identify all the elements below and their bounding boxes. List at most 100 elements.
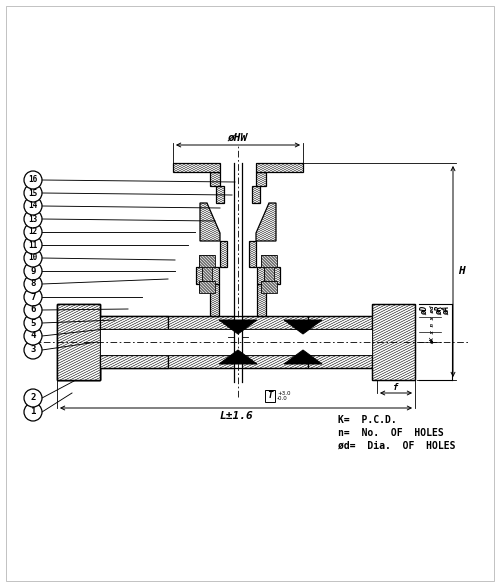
- Polygon shape: [196, 267, 219, 284]
- Polygon shape: [199, 281, 215, 293]
- Text: L±1.6: L±1.6: [219, 411, 253, 421]
- Polygon shape: [308, 355, 372, 368]
- Polygon shape: [256, 203, 276, 241]
- Polygon shape: [308, 316, 372, 329]
- Circle shape: [24, 210, 42, 228]
- Polygon shape: [256, 203, 276, 241]
- Text: f: f: [394, 383, 398, 392]
- Polygon shape: [210, 284, 219, 316]
- Circle shape: [24, 288, 42, 306]
- Text: 1: 1: [30, 407, 36, 417]
- Polygon shape: [256, 172, 266, 186]
- Polygon shape: [168, 316, 308, 329]
- Polygon shape: [100, 316, 168, 329]
- Text: K=  P.C.D.: K= P.C.D.: [338, 415, 397, 425]
- Circle shape: [24, 327, 42, 345]
- Polygon shape: [57, 355, 168, 380]
- Text: 9: 9: [30, 266, 36, 275]
- Text: øA: øA: [442, 306, 450, 315]
- Text: 15: 15: [28, 188, 38, 197]
- Text: øHW: øHW: [228, 133, 248, 143]
- Polygon shape: [196, 267, 219, 284]
- Polygon shape: [257, 267, 280, 284]
- Text: 10: 10: [28, 254, 38, 262]
- Text: øK x n x ød: øK x n x ød: [430, 306, 434, 345]
- Polygon shape: [100, 316, 168, 329]
- Text: 16: 16: [28, 176, 38, 184]
- Circle shape: [24, 301, 42, 319]
- Text: +3.0: +3.0: [277, 391, 290, 396]
- Polygon shape: [200, 203, 220, 241]
- Text: 13: 13: [28, 214, 38, 224]
- Polygon shape: [261, 255, 277, 267]
- Text: 14: 14: [28, 201, 38, 211]
- Polygon shape: [256, 172, 266, 186]
- Circle shape: [24, 171, 42, 189]
- Polygon shape: [100, 316, 168, 329]
- Text: 8: 8: [30, 279, 36, 288]
- Text: T: T: [268, 392, 272, 400]
- Text: 5: 5: [30, 319, 36, 328]
- Circle shape: [24, 341, 42, 359]
- Polygon shape: [199, 255, 215, 267]
- Polygon shape: [249, 241, 256, 267]
- Polygon shape: [308, 355, 372, 368]
- Polygon shape: [284, 350, 322, 364]
- Polygon shape: [202, 259, 212, 289]
- Text: øD: øD: [420, 306, 428, 315]
- Text: -0.0: -0.0: [277, 396, 288, 401]
- Polygon shape: [261, 281, 277, 293]
- Text: 6: 6: [30, 305, 36, 315]
- Circle shape: [24, 275, 42, 293]
- Polygon shape: [168, 355, 308, 368]
- Polygon shape: [220, 241, 227, 267]
- Text: 3: 3: [30, 346, 36, 355]
- Polygon shape: [210, 172, 220, 186]
- Text: H: H: [458, 266, 465, 276]
- Polygon shape: [220, 241, 227, 267]
- Polygon shape: [261, 281, 277, 293]
- Text: ød=  Dia.  OF  HOLES: ød= Dia. OF HOLES: [338, 441, 456, 451]
- Polygon shape: [261, 255, 277, 267]
- Circle shape: [24, 184, 42, 202]
- Polygon shape: [308, 316, 372, 329]
- Text: 2: 2: [30, 393, 36, 403]
- Circle shape: [24, 249, 42, 267]
- Polygon shape: [256, 163, 303, 172]
- Polygon shape: [256, 163, 303, 172]
- Text: 4: 4: [30, 332, 36, 340]
- Polygon shape: [100, 355, 168, 368]
- Polygon shape: [257, 267, 280, 284]
- Circle shape: [24, 403, 42, 421]
- Polygon shape: [199, 281, 215, 293]
- Polygon shape: [219, 320, 257, 334]
- Circle shape: [24, 197, 42, 215]
- Polygon shape: [57, 304, 100, 380]
- Polygon shape: [372, 304, 415, 380]
- Circle shape: [24, 389, 42, 407]
- Polygon shape: [216, 186, 224, 203]
- Text: n=  No.  OF  HOLES: n= No. OF HOLES: [338, 428, 444, 438]
- Polygon shape: [57, 304, 100, 380]
- Polygon shape: [200, 203, 220, 241]
- Polygon shape: [264, 259, 274, 289]
- Text: 11: 11: [28, 241, 38, 249]
- Polygon shape: [264, 259, 274, 289]
- Circle shape: [24, 236, 42, 254]
- Text: 12: 12: [28, 228, 38, 237]
- Bar: [265, 390, 275, 402]
- Polygon shape: [100, 316, 168, 329]
- Polygon shape: [199, 255, 215, 267]
- Circle shape: [24, 314, 42, 332]
- Polygon shape: [284, 320, 322, 334]
- Polygon shape: [57, 304, 100, 380]
- Polygon shape: [210, 284, 219, 316]
- Polygon shape: [202, 259, 212, 289]
- Polygon shape: [249, 241, 256, 267]
- Circle shape: [24, 262, 42, 280]
- Polygon shape: [173, 163, 220, 172]
- Circle shape: [24, 223, 42, 241]
- Text: øR: øR: [434, 306, 444, 315]
- Polygon shape: [210, 172, 220, 186]
- Text: 7: 7: [30, 292, 36, 302]
